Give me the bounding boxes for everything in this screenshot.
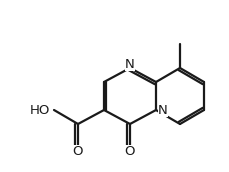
Text: O: O [72,145,83,158]
Text: HO: HO [30,104,50,116]
Text: O: O [124,145,135,158]
Text: N: N [125,58,134,71]
Text: N: N [157,104,167,116]
